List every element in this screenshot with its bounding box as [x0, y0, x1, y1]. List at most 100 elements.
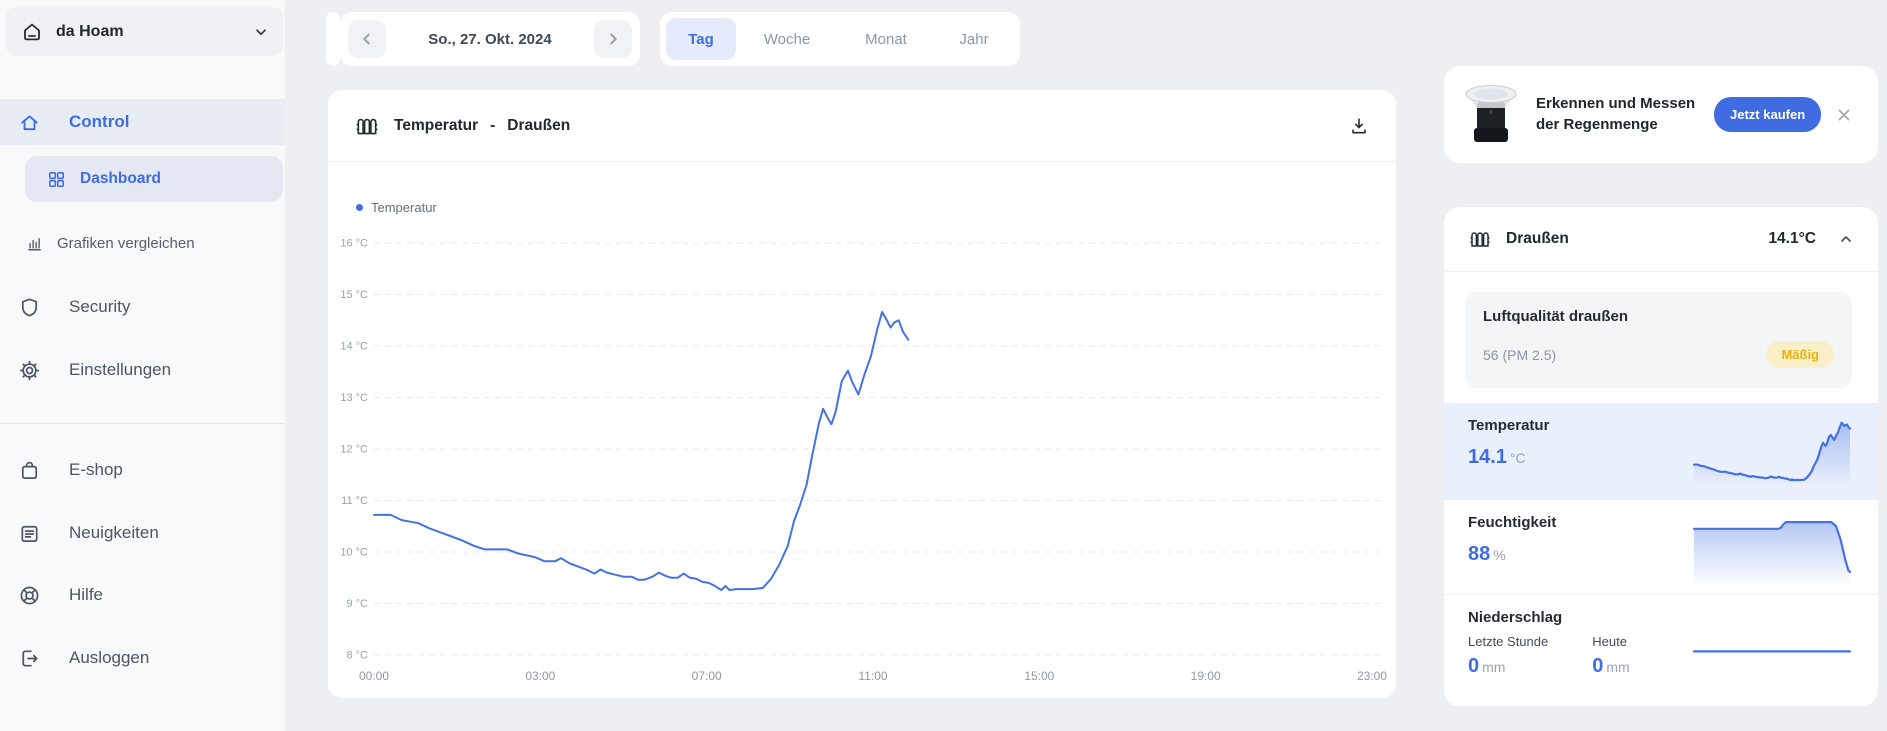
sidebar-item-label: Hilfe — [69, 585, 104, 604]
tab-monat[interactable]: Monat — [865, 30, 907, 48]
precip-value: 0 — [1468, 655, 1480, 677]
x-tick-label: 07:00 — [692, 669, 722, 683]
y-tick-label: 8 °C — [346, 650, 368, 662]
workspace-name: da Hoam — [56, 22, 124, 40]
promo-title: Erkennen und Messen der Regenmenge — [1536, 95, 1696, 133]
rain-gauge-product-image — [1465, 84, 1517, 142]
download-button[interactable] — [1348, 115, 1370, 137]
temperature-series-line — [373, 311, 910, 592]
close-icon — [1838, 109, 1850, 120]
y-tick-label: 15 °C — [340, 289, 368, 301]
gear-icon — [19, 360, 40, 380]
station-name: Draußen — [1506, 230, 1569, 247]
chart-title: Temperatur - Draußen — [394, 117, 570, 135]
tab-woche[interactable]: Woche — [763, 30, 811, 48]
sidebar-item-dashboard[interactable]: Dashboard — [25, 156, 283, 202]
sidebar-item-grafiken-vergleichen[interactable]: Grafiken vergleichen — [26, 222, 195, 264]
current-date-label[interactable]: So., 27. Okt. 2024 — [428, 30, 552, 48]
station-current-temp: 14.1°C — [1768, 230, 1816, 247]
sidebar-item-label: Dashboard — [80, 170, 161, 187]
download-icon — [1352, 117, 1366, 133]
metric-label: Feuchtigkeit — [1468, 514, 1557, 531]
metric-row-niederschlag[interactable]: Niederschlag Letzte Stunde 0 mm Heute 0 mm — [1444, 594, 1878, 689]
tab-jahr[interactable]: Jahr — [959, 30, 989, 48]
chart-title-location: Draußen — [507, 116, 571, 134]
metric-row-temperatur[interactable]: Temperatur 14.1 °C — [1444, 403, 1878, 499]
chevron-left-icon — [363, 33, 370, 45]
dashboard-grid-icon — [48, 171, 65, 187]
sidebar-collapse-handle[interactable] — [326, 12, 340, 66]
chart-header: Temperatur - Draußen — [328, 90, 1396, 162]
home-logo-icon — [24, 23, 40, 40]
fence-icon — [1470, 232, 1490, 247]
y-tick-label: 13 °C — [340, 392, 368, 404]
legend-label: Temperatur — [371, 200, 437, 215]
y-tick-label: 12 °C — [340, 444, 368, 456]
sidebar-divider — [0, 423, 285, 424]
legend-dot — [356, 204, 363, 211]
date-navigator: So., 27. Okt. 2024 — [340, 12, 640, 66]
x-tick-label: 03:00 — [525, 669, 555, 683]
chart-title-metric: Temperatur — [394, 116, 479, 134]
y-tick-label: 10 °C — [340, 547, 368, 559]
metric-unit: °C — [1509, 450, 1526, 466]
sidebar-item-security[interactable]: Security — [0, 284, 285, 330]
station-card: Draußen 14.1°C Luftqualität draußen 56 (… — [1444, 207, 1878, 706]
y-tick-label: 16 °C — [340, 238, 368, 250]
temperature-line-chart: 16 °C 15 °C 14 °C 13 °C 12 °C 11 °C 10 °C 9 °C 8… — [340, 238, 1387, 684]
shield-icon — [21, 297, 38, 317]
precip-today: Heute 0 mm — [1592, 634, 1629, 678]
metric-row-feuchtigkeit[interactable]: Feuchtigkeit 88% — [1444, 499, 1878, 594]
air-quality-value: 56 (PM 2.5) — [1483, 346, 1557, 363]
precip-unit: mm — [1606, 659, 1630, 675]
sidebar-item-label: Grafiken vergleichen — [57, 234, 195, 252]
chevron-down-icon — [256, 28, 266, 35]
chevron-up-icon — [1841, 236, 1851, 242]
fence-icon — [356, 118, 378, 134]
logout-icon — [22, 649, 38, 667]
precipitation-sparkline — [1692, 650, 1852, 653]
precip-last-hour: Letzte Stunde 0 mm — [1468, 634, 1548, 678]
range-tabs: Tag Woche Monat Jahr — [660, 12, 1020, 66]
air-quality-title: Luftqualität draußen — [1483, 308, 1628, 325]
sidebar-item-einstellungen[interactable]: Einstellungen — [0, 347, 285, 393]
sidebar-item-control[interactable]: Control — [0, 99, 285, 145]
house-icon — [21, 114, 38, 130]
buy-now-button[interactable]: Jetzt kaufen — [1714, 97, 1822, 132]
workspace-selector[interactable]: da Hoam — [6, 7, 283, 56]
station-header[interactable]: Draußen 14.1°C — [1444, 207, 1878, 272]
shopping-bag-icon — [21, 461, 38, 479]
metric-unit: % — [1493, 547, 1506, 563]
sidebar-item-ausloggen[interactable]: Ausloggen — [0, 635, 285, 681]
next-day-button[interactable] — [594, 20, 632, 58]
humidity-sparkline — [1692, 521, 1852, 586]
metric-label: Niederschlag — [1468, 609, 1563, 626]
life-ring-icon — [20, 586, 39, 604]
air-quality-badge: Mäßig — [1766, 341, 1834, 368]
x-tick-label: 11:00 — [858, 669, 887, 683]
x-tick-label: 23:00 — [1357, 669, 1387, 683]
temperature-sparkline — [1692, 421, 1852, 485]
x-tick-label: 15:00 — [1024, 669, 1054, 683]
sidebar-item-hilfe[interactable]: Hilfe — [0, 572, 285, 618]
y-tick-label: 11 °C — [341, 495, 368, 507]
news-icon — [21, 525, 38, 542]
y-tick-label: 14 °C — [340, 341, 368, 353]
sidebar-item-label: Neuigkeiten — [69, 523, 159, 542]
chart-title-separator: - — [490, 116, 496, 134]
precip-unit: mm — [1482, 659, 1506, 675]
tab-tag[interactable]: Tag — [666, 18, 736, 60]
chart-legend: Temperatur — [356, 200, 437, 215]
sidebar-item-label: Ausloggen — [69, 648, 150, 667]
x-tick-label: 00:00 — [359, 669, 389, 683]
bar-chart-icon — [28, 238, 41, 251]
prev-day-button[interactable] — [348, 20, 386, 58]
sidebar-item-label: Einstellungen — [69, 360, 172, 379]
sidebar: da Hoam Control Dashboard Grafiken vergl… — [0, 0, 285, 731]
sidebar-item-label: Security — [69, 297, 131, 316]
chevron-right-icon — [610, 33, 617, 45]
sidebar-item-eshop[interactable]: E-shop — [0, 447, 285, 493]
sidebar-item-neuigkeiten[interactable]: Neuigkeiten — [0, 510, 285, 556]
y-tick-label: 9 °C — [346, 598, 368, 610]
promo-close-button[interactable] — [1835, 106, 1853, 124]
